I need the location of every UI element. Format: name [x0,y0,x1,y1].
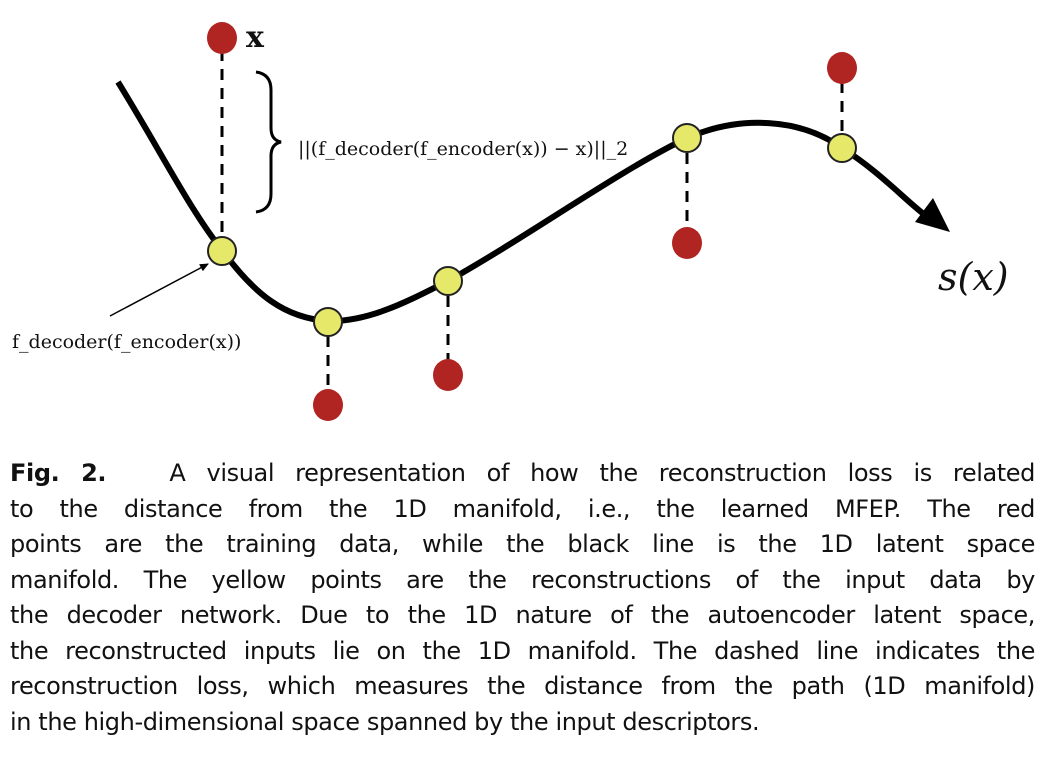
manifold-arrowhead [915,198,950,232]
caption-line: the decoder network. Due to the 1D natur… [10,601,1035,629]
caption-line: reconstruction loss, which measures the … [10,672,1035,700]
manifold-diagram: x ||(f_decoder(f_encoder(x)) − x)||_2 f_… [12,20,1009,421]
caption-line: to the distance from the 1D manifold, i.… [10,494,1035,523]
loss-label: ||(f_decoder(f_encoder(x)) − x)||_2 [298,138,628,160]
dashed-loss-lines [220,50,844,392]
manifold-label: s(x) [938,255,1009,299]
caption-line: points are the training data, while the … [10,530,1035,558]
caption-line: the reconstructed inputs lie on the 1D m… [10,636,1035,665]
training-point [827,52,857,84]
caption-line: manifold. The yellow points are the reco… [10,565,1035,594]
training-point [313,389,343,421]
training-points [207,22,857,421]
training-point [207,22,237,54]
reconstruction-points [207,123,857,337]
caption-line: in the high-dimensional space spanned by… [10,707,760,736]
manifold-curve [115,80,927,325]
caption-line: Fig. 2. A visual representation of how t… [10,459,1035,487]
figure-caption: Fig. 2. A visual representation of how t… [10,456,1035,740]
reconstruction-point [827,133,857,163]
reconstruction-label: f_decoder(f_encoder(x)) [12,331,241,353]
reconstruction-point [207,236,237,266]
brace [255,70,282,214]
pointer-arrow [109,263,209,317]
training-point [433,359,463,391]
reconstruction-point [433,266,463,296]
figure-label: Fig. 2. [10,459,107,487]
training-point [672,227,702,259]
reconstruction-point [313,307,343,337]
input-label: x [246,20,265,55]
reconstruction-point [672,123,702,153]
